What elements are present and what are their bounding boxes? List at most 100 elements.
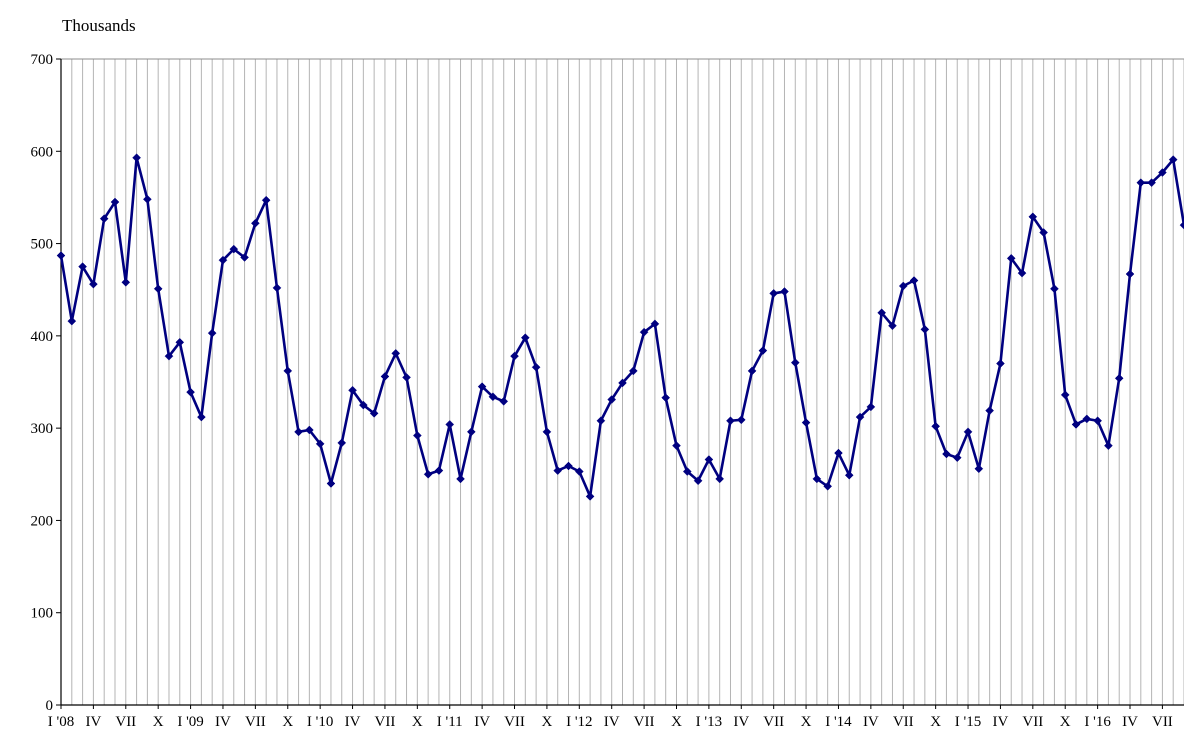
series-group	[56, 153, 1184, 501]
x-tick-label: X	[282, 714, 293, 730]
data-point	[1039, 228, 1048, 237]
data-point	[358, 400, 368, 410]
data-point	[121, 277, 131, 287]
y-axis-label: Thousands	[62, 16, 136, 35]
data-point	[877, 308, 887, 318]
data-point	[466, 427, 476, 437]
data-point	[736, 415, 746, 425]
data-point	[1168, 155, 1178, 164]
data-point	[78, 262, 87, 271]
x-tick-label: I '15	[955, 714, 981, 730]
data-point	[542, 427, 552, 437]
data-point	[1071, 420, 1081, 429]
x-tick-label: I '13	[696, 714, 722, 730]
data-point	[726, 416, 735, 426]
data-point	[855, 412, 865, 422]
data-point	[186, 387, 195, 397]
data-point	[1050, 284, 1059, 294]
data-point	[693, 476, 703, 486]
data-point	[445, 420, 455, 429]
data-point	[143, 194, 152, 204]
x-tick-label: IV	[993, 714, 1009, 730]
data-point	[1082, 414, 1092, 424]
y-tick-label: 300	[31, 421, 54, 437]
data-point	[229, 244, 239, 254]
data-point	[920, 325, 930, 334]
data-point	[866, 402, 876, 412]
data-point	[823, 481, 833, 491]
data-point	[218, 255, 228, 265]
data-point	[747, 366, 757, 376]
y-tick-label: 700	[31, 52, 54, 68]
y-tick-label: 0	[46, 698, 54, 714]
data-point	[305, 425, 314, 435]
data-point	[89, 279, 98, 289]
data-point	[315, 439, 325, 449]
x-tick-label: I '08	[48, 714, 74, 730]
data-point	[715, 474, 725, 484]
data-point	[952, 453, 962, 463]
data-point	[153, 284, 163, 294]
x-tick-label: X	[541, 714, 552, 730]
data-point	[607, 395, 617, 404]
data-point	[510, 351, 519, 361]
x-axis-ticks: I '08 IV VII X I '09 IV VII X I '10 IV VII X I '11 IV…	[48, 705, 1173, 730]
data-point	[985, 406, 994, 415]
data-point	[574, 467, 584, 476]
x-tick-label: X	[801, 714, 812, 730]
data-point	[996, 359, 1005, 368]
data-point	[1017, 268, 1027, 278]
data-point	[99, 214, 109, 224]
x-tick-label: I '10	[307, 714, 333, 730]
data-point	[834, 448, 843, 458]
x-tick-label: I '11	[437, 714, 463, 730]
x-tick-label: VII	[1152, 714, 1173, 730]
y-axis-ticks: 0 100 200 300 400 500 600 700	[31, 52, 61, 714]
data-point	[909, 276, 919, 285]
x-tick-label: X	[671, 714, 682, 730]
data-point	[898, 281, 908, 291]
data-point	[164, 351, 174, 361]
y-tick-label: 400	[31, 329, 54, 345]
data-point	[477, 382, 487, 391]
data-point	[812, 474, 822, 484]
data-point	[1104, 441, 1113, 451]
x-tick-label: X	[153, 714, 164, 730]
x-tick-label: I '14	[825, 714, 852, 730]
data-point	[963, 427, 973, 437]
x-tick-label: IV	[604, 714, 620, 730]
y-tick-label: 100	[31, 606, 54, 622]
data-point	[618, 378, 627, 388]
data-point	[326, 479, 336, 488]
x-tick-label: IV	[733, 714, 749, 730]
data-point	[283, 366, 293, 376]
y-tick-label: 600	[31, 144, 54, 160]
data-point	[650, 319, 660, 329]
y-tick-label: 200	[31, 513, 54, 529]
x-tick-label: VII	[1022, 714, 1043, 730]
data-point	[456, 474, 465, 484]
data-point	[888, 321, 897, 331]
data-point	[942, 449, 951, 459]
data-point	[337, 438, 347, 448]
x-tick-label: IV	[215, 714, 231, 730]
data-point	[1125, 269, 1135, 279]
data-point	[197, 412, 206, 422]
data-point	[801, 418, 811, 427]
data-point	[132, 153, 141, 163]
data-point	[423, 469, 433, 479]
data-point	[672, 441, 681, 451]
data-point	[272, 283, 282, 293]
x-tick-label: X	[930, 714, 941, 730]
data-point	[251, 218, 260, 228]
data-point	[704, 455, 714, 464]
data-point	[628, 366, 638, 376]
data-point	[1158, 168, 1167, 177]
data-point	[585, 492, 595, 501]
data-point	[67, 316, 77, 326]
data-point	[790, 358, 800, 367]
data-point	[207, 328, 217, 338]
x-tick-label: IV	[85, 714, 101, 730]
data-point	[1006, 253, 1016, 263]
